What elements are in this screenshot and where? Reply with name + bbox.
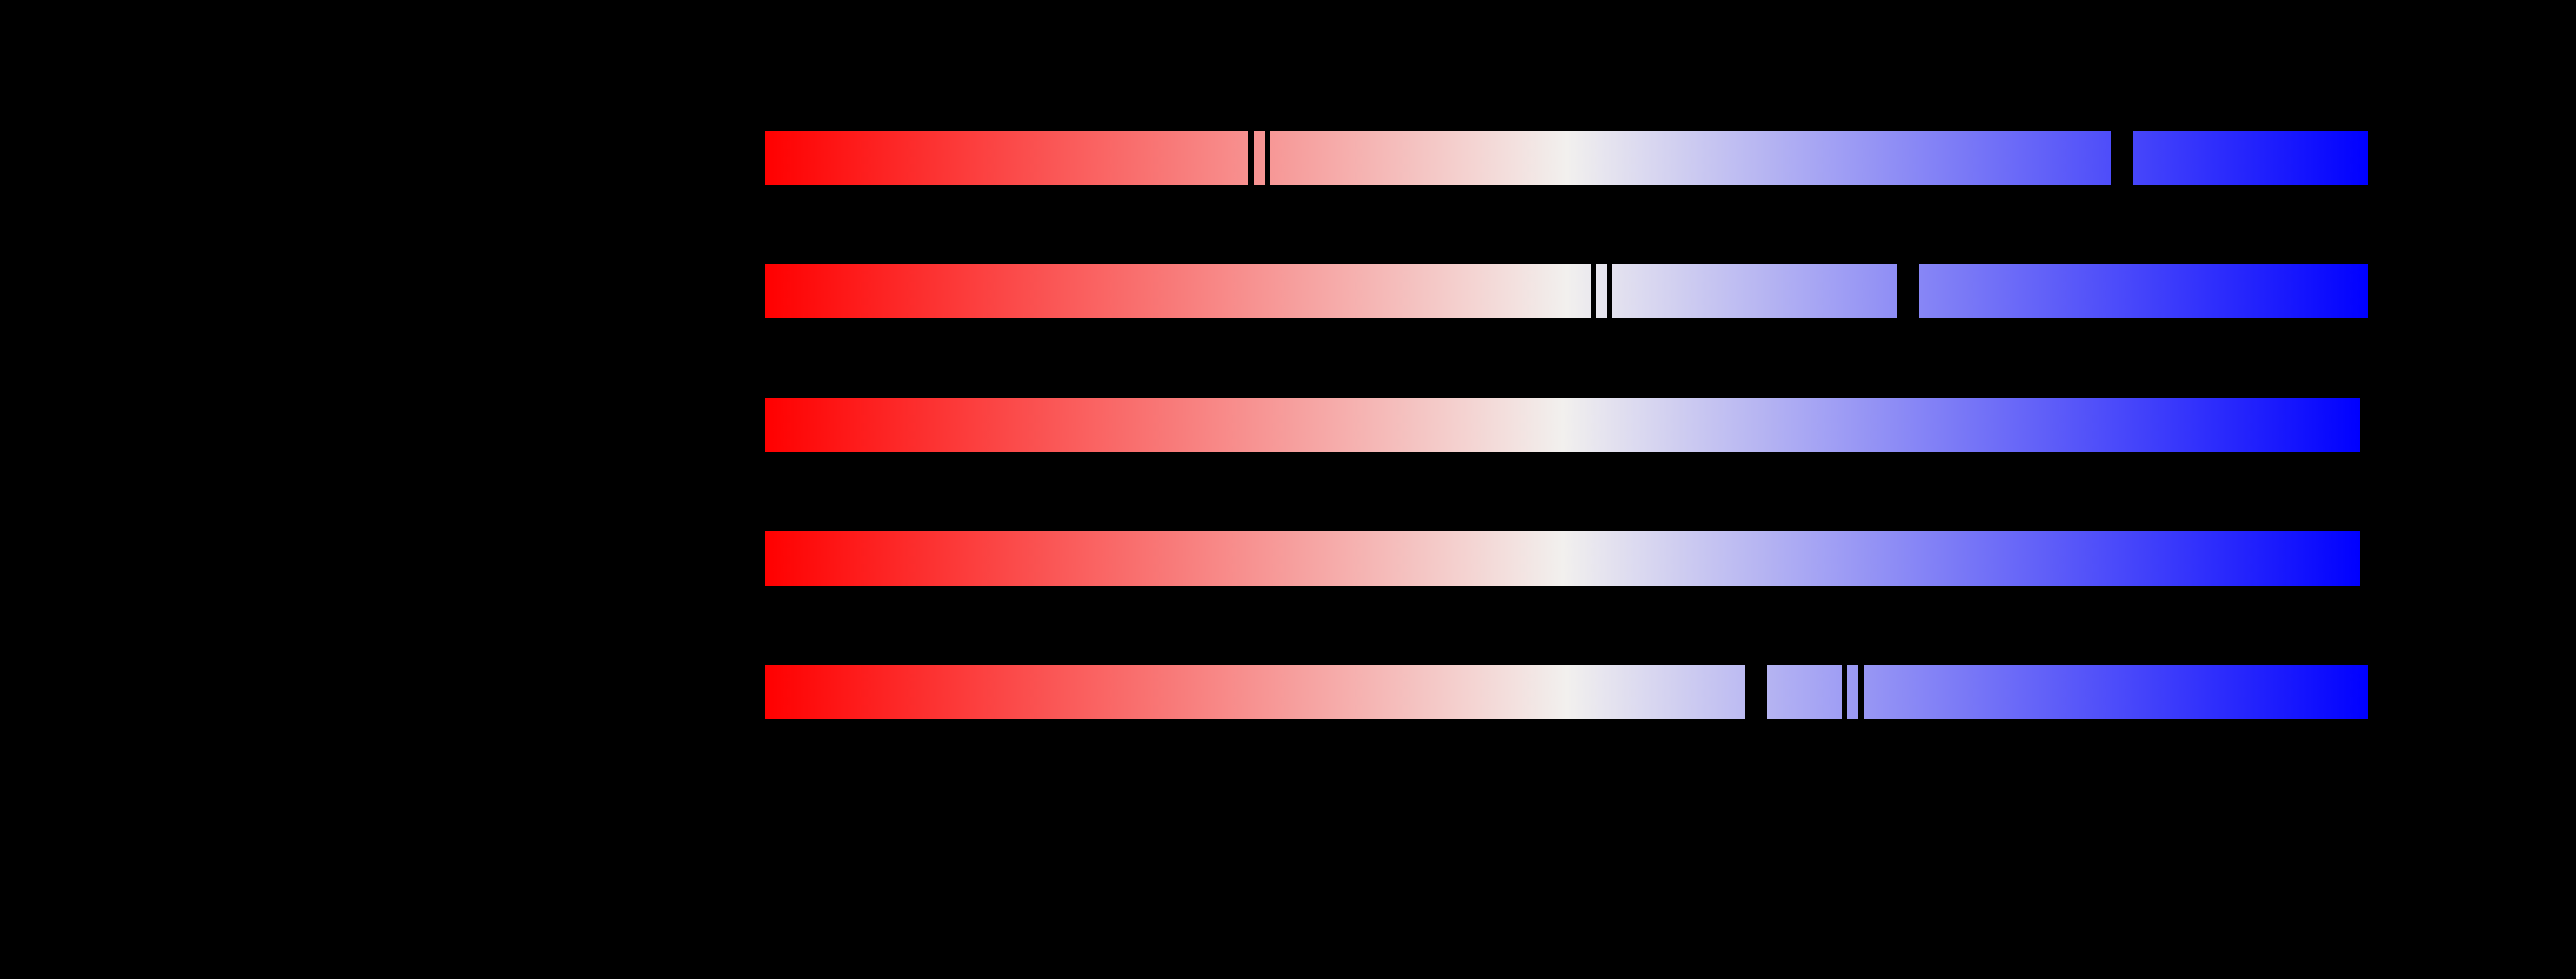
gradient-bar-row-4 <box>765 531 2360 586</box>
marker-tick <box>1591 264 1596 319</box>
gradient-bar-row-3 <box>765 398 2360 452</box>
marker-gap <box>1745 664 1767 719</box>
marker-tick <box>1265 130 1270 185</box>
gradient-bar-row-2 <box>765 264 2368 319</box>
marker-tick <box>1858 664 1864 719</box>
gradient-bar-row-5 <box>765 664 2368 719</box>
marker-tick <box>1842 664 1847 719</box>
marker-gap <box>1897 264 1919 319</box>
gradient-bar-row-1 <box>765 130 2368 185</box>
marker-tick <box>1607 264 1612 319</box>
marker-tick <box>1248 130 1254 185</box>
marker-gap <box>2111 130 2133 185</box>
